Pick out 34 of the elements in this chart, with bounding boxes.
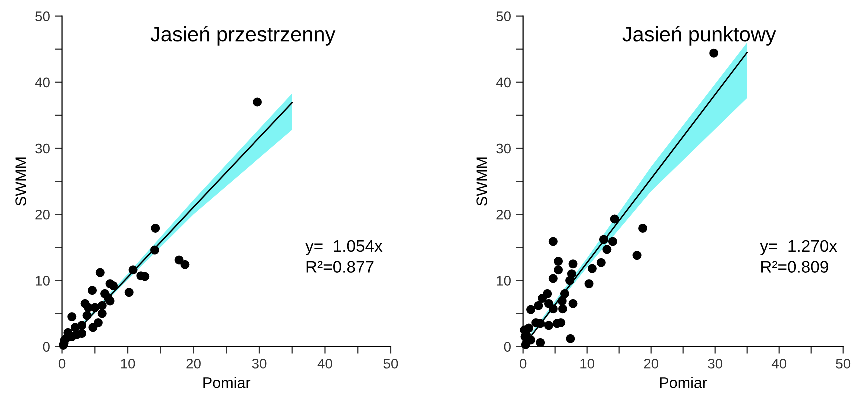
x-tick-label: 40 [772, 358, 787, 369]
y-tick-label: 20 [36, 210, 50, 220]
chart-title: Jasień punktowy [622, 26, 776, 46]
x-tick-label: 40 [318, 358, 332, 369]
annotation: R²=0.877 [306, 261, 374, 273]
x-tick-label: 0 [520, 358, 527, 369]
y-tick-label: 0 [504, 342, 511, 352]
y-tick-label: 0 [43, 342, 50, 352]
y-axis-title: SWMM [16, 158, 26, 206]
y-tick-label: 30 [36, 144, 50, 154]
y-tick-label: 10 [497, 276, 511, 286]
y-tick-label: 50 [36, 12, 50, 22]
x-tick-label: 30 [708, 358, 723, 369]
y-tick-label: 20 [496, 210, 511, 220]
y-tick-label: 40 [496, 78, 511, 88]
x-tick-label: 10 [580, 358, 595, 369]
x-tick-label: 50 [384, 358, 398, 369]
y-tick-label: 40 [35, 78, 50, 88]
x-axis-title: Pomiar [204, 377, 251, 388]
annotation: y= 1.270x [760, 240, 838, 256]
x-tick-label: 50 [836, 358, 851, 369]
x-tick-label: 30 [252, 358, 267, 369]
x-axis-title: Pomiar [660, 377, 708, 388]
chart-title: Jasień przestrzenny [150, 26, 336, 46]
y-axis-title: SWMM [476, 158, 488, 206]
y-tick-label: 10 [36, 276, 50, 286]
y-tick-label: 30 [496, 144, 511, 154]
annotation: y= 1.054x [306, 240, 383, 256]
y-tick-label: 50 [496, 12, 511, 22]
x-tick-label: 20 [644, 358, 659, 369]
x-tick-label: 10 [121, 358, 136, 369]
x-tick-label: 20 [186, 358, 201, 369]
annotation: R²=0.809 [762, 261, 828, 273]
x-tick-label: 0 [58, 358, 66, 369]
